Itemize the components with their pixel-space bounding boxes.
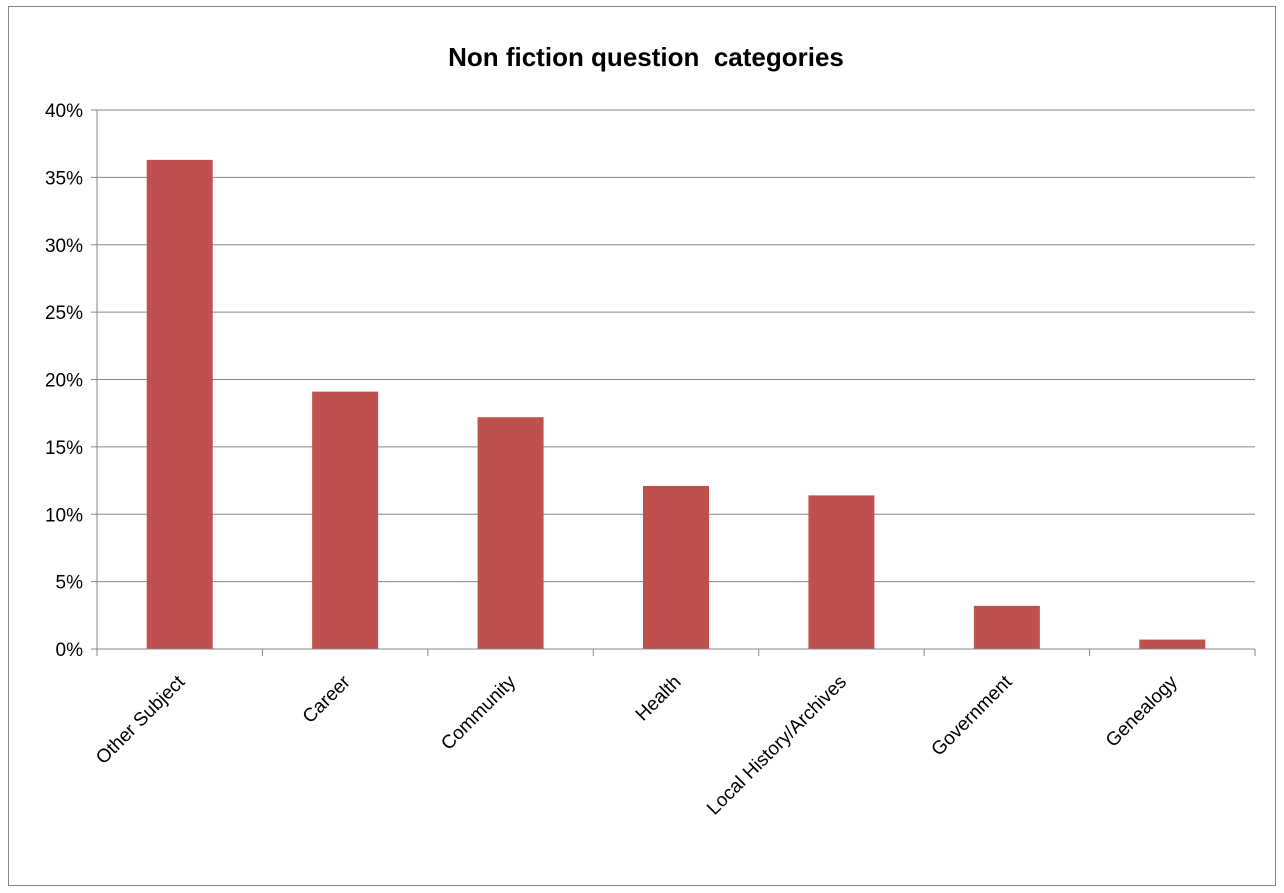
y-tick-labels: 0% 5% 10% 15% 20% 25% 30% 35% 40% <box>45 101 83 661</box>
y-tick-label: 15% <box>45 438 83 459</box>
bar <box>808 495 875 649</box>
bar <box>1139 639 1206 649</box>
x-category-label: Genealogy <box>1102 671 1182 751</box>
x-category-label: Career <box>299 671 355 727</box>
y-tick-label: 25% <box>45 303 83 324</box>
chart-area <box>8 6 1276 886</box>
y-tick-label: 10% <box>45 505 83 526</box>
bars <box>146 159 1206 650</box>
y-tick-label: 20% <box>45 371 83 392</box>
y-tick-label: 35% <box>45 168 83 189</box>
y-tick-label: 0% <box>56 640 84 661</box>
y-tick-label: 30% <box>45 236 83 257</box>
x-category-label: Community <box>437 671 520 754</box>
bar <box>643 485 709 649</box>
x-category-label: Other Subject <box>92 671 190 769</box>
x-category-label: Health <box>632 672 686 726</box>
chart-title: Non fiction question categories <box>448 42 844 72</box>
bar <box>477 417 544 649</box>
x-category-labels: Other Subject Career Community Health Local … <box>92 671 1182 819</box>
y-tick-label: 40% <box>45 101 83 122</box>
axes <box>96 110 1256 656</box>
x-category-label: Local History/Archives <box>703 672 851 820</box>
bar <box>973 605 1040 649</box>
bar <box>312 391 379 649</box>
y-tick-label: 5% <box>56 573 84 594</box>
gridlines <box>91 109 1255 650</box>
bar <box>146 159 213 650</box>
x-category-label: Government <box>928 671 1017 760</box>
